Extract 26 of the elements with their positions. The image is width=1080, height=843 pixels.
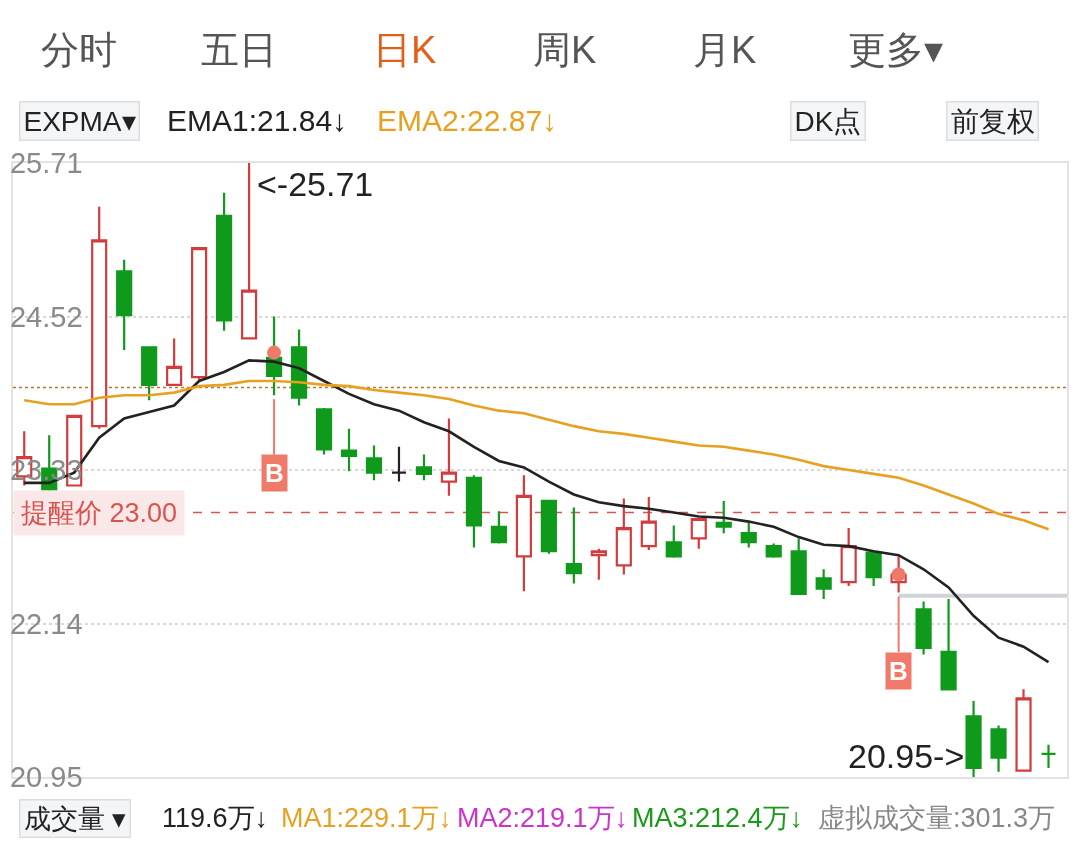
y-tick-label: 24.52 (9, 300, 83, 333)
annotation: 20.95-> (848, 737, 965, 775)
annotation: <-25.71 (257, 165, 374, 203)
text: 更多▾ (848, 29, 943, 71)
text: 分时 (41, 29, 117, 71)
annotation: B (265, 458, 284, 488)
text: MA3:212.4万↓ (632, 803, 804, 833)
text: 日K (373, 29, 437, 71)
text: EMA1:21.84↓ (167, 104, 348, 137)
text: 周K (533, 29, 597, 71)
y-tick-label: 22.14 (9, 607, 83, 640)
text: 虚拟成交量:301.3万 (818, 803, 1056, 833)
text: 119.6万↓ (162, 803, 269, 833)
text: EMA2:22.87↓ (377, 104, 558, 137)
text: DK点 (794, 105, 862, 137)
annotation: B (889, 656, 908, 686)
text: 月K (693, 29, 757, 71)
text: EXPMA▾ (23, 105, 136, 137)
y-tick-label: 20.95 (9, 761, 83, 794)
text: MA2:219.1万↓ (457, 803, 629, 833)
text: MA1:229.1万↓ (281, 803, 453, 833)
y-tick-label: 25.71 (9, 147, 83, 180)
text: 前复权 (950, 105, 1035, 137)
text: 成交量 ▾ (23, 803, 127, 834)
text: 五日 (201, 29, 277, 71)
ref-line-label: 提醒价 23.00 (21, 498, 178, 528)
